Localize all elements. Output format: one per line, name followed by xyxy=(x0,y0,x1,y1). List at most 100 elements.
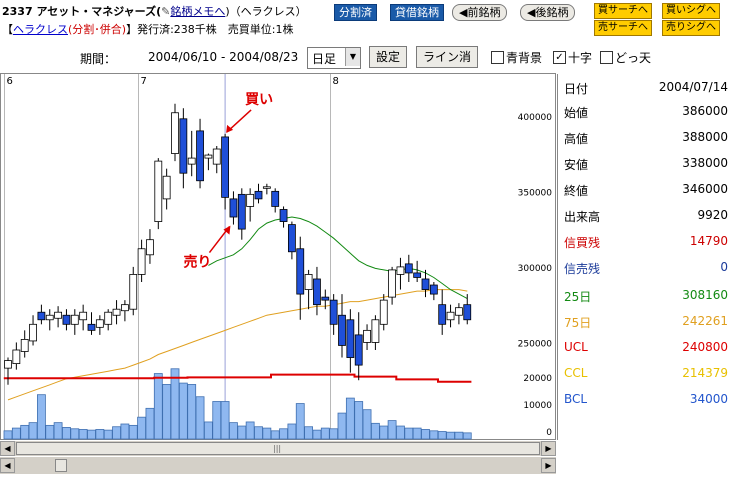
volume-bar xyxy=(87,429,96,440)
next-stock-label: 後銘柄 xyxy=(535,6,569,19)
candle-down xyxy=(296,248,305,295)
candlestick-chart[interactable]: 6 7 8 400000 350000 300000 250000 20000 10000 0 買… xyxy=(0,73,556,440)
row-bcl: BCL 34000 xyxy=(564,388,728,412)
candle-up xyxy=(129,274,138,310)
volume-bar xyxy=(312,429,322,440)
candle-down xyxy=(254,190,263,200)
sell-search-button[interactable]: 売サーチへ xyxy=(594,20,652,36)
line-clear-button[interactable]: ライン消 xyxy=(416,46,479,68)
candle-down xyxy=(271,190,280,207)
candle-up xyxy=(104,311,113,325)
row-close: 終値 346000 xyxy=(564,178,728,202)
bracket-close: 】 xyxy=(126,23,138,36)
buy-search-button[interactable]: 買サーチへ xyxy=(594,3,652,19)
bracket-open: 【 xyxy=(2,23,13,36)
candle-up xyxy=(12,349,21,365)
sell-signal-button[interactable]: 売りシグへ xyxy=(662,20,720,36)
candle-down xyxy=(87,323,96,331)
buy-signal-button[interactable]: 買いシグへ xyxy=(662,3,720,19)
volume-bar xyxy=(229,422,238,440)
split-done-button[interactable]: 分割済 xyxy=(334,4,377,21)
prev-stock-button[interactable]: ◀前銘柄 xyxy=(452,4,508,21)
volume-bar xyxy=(329,428,339,440)
market-link[interactable]: ヘラクレス xyxy=(13,23,68,36)
memo-pencil-icon: ✎ xyxy=(161,5,171,18)
volume-bar xyxy=(20,424,30,440)
volume-bar xyxy=(396,425,405,440)
volume-bar xyxy=(387,420,397,440)
volume-bar xyxy=(53,422,63,440)
row-ma75: 75日 242261 xyxy=(564,310,728,334)
candle-up xyxy=(446,311,455,321)
candle-down xyxy=(354,334,363,366)
volume-bar xyxy=(370,422,380,440)
candle-down xyxy=(279,209,288,222)
period-bar: 期間： 2004/06/10 - 2004/08/23 日足 ▼ 設定 ライン消 … xyxy=(0,46,730,70)
candle-up xyxy=(246,193,255,207)
scroll-right-icon[interactable]: ▶ xyxy=(541,458,556,473)
candle-down xyxy=(37,311,46,321)
candle-up xyxy=(20,339,29,352)
ma25-value: 308160 xyxy=(682,288,728,302)
volume-bar xyxy=(120,423,130,440)
grip-icon: ||| xyxy=(273,444,282,453)
scroll-left-icon[interactable]: ◀ xyxy=(0,441,15,456)
volume-bar xyxy=(170,368,180,440)
scroll-left-icon[interactable]: ◀ xyxy=(0,458,15,473)
chart-scrollbar-bottom[interactable]: ◀ ▶ xyxy=(0,457,556,474)
candle-up xyxy=(371,319,380,343)
volume-bar xyxy=(103,429,113,440)
row-ccl: CCL 214379 xyxy=(564,362,728,386)
candle-up xyxy=(162,175,171,200)
candle-down xyxy=(329,299,338,325)
volume-bar xyxy=(3,430,13,440)
candle-up xyxy=(79,311,88,321)
volume-bar xyxy=(421,429,430,440)
candle-down xyxy=(413,272,422,278)
ma25-label: 25日 xyxy=(564,290,592,304)
candle-down xyxy=(346,319,355,358)
open-label: 始値 xyxy=(564,106,589,120)
blue-bg-checkbox[interactable] xyxy=(491,51,504,64)
scroll-thumb[interactable] xyxy=(55,459,67,472)
candle-up xyxy=(154,160,163,222)
candle-down xyxy=(287,224,296,253)
volume-bar xyxy=(11,427,21,440)
volume-bar xyxy=(337,412,347,440)
volume-bar xyxy=(379,425,389,440)
next-stock-button[interactable]: ◀後銘柄 xyxy=(520,4,576,21)
buy-annotation: 買い xyxy=(245,92,273,108)
candle-up xyxy=(137,248,146,275)
axis-labels: 6 7 8 400000 350000 300000 250000 20000 10000 0 xyxy=(7,76,553,438)
margin-stock-button[interactable]: 貸借銘柄 xyxy=(390,4,444,21)
chart-scrollbar-top[interactable]: ◀ ||| ▶ xyxy=(0,441,556,456)
interval-select[interactable]: 日足 ▼ xyxy=(307,47,361,69)
volume-bar xyxy=(203,421,213,440)
price-tick-label: 350000 xyxy=(518,188,553,198)
candle-up xyxy=(204,154,213,159)
candle-down xyxy=(404,263,413,274)
where-checkbox[interactable] xyxy=(600,51,613,64)
price-tick-label: 400000 xyxy=(518,113,553,123)
volume-bar xyxy=(128,424,138,440)
volume-bar xyxy=(220,401,230,440)
period-label: 期間： xyxy=(80,52,117,66)
volume-bar xyxy=(28,422,38,440)
stock-sub-line: 【ヘラクレス(分割･併合)】発行済:238千株 売買単位:1株 xyxy=(2,21,294,37)
memo-link[interactable]: 銘柄メモへ xyxy=(170,5,226,18)
volume-bar xyxy=(145,407,155,440)
candle-up xyxy=(4,360,12,369)
volume-bar xyxy=(178,382,188,440)
settings-button[interactable]: 設定 xyxy=(369,46,408,68)
crosshair-checkbox[interactable]: ✓ xyxy=(553,51,566,64)
candle-down xyxy=(179,118,188,174)
arrow-left-icon: ◀ xyxy=(527,6,536,19)
scroll-thumb[interactable]: ||| xyxy=(16,442,540,455)
volume-bar xyxy=(45,424,55,440)
scroll-right-icon[interactable]: ▶ xyxy=(541,441,556,456)
high-value: 388000 xyxy=(682,130,728,144)
checkmark-icon: ✓ xyxy=(555,52,564,63)
ma25-line xyxy=(208,216,468,300)
candle-down xyxy=(196,130,204,182)
row-high: 高値 388000 xyxy=(564,126,728,150)
